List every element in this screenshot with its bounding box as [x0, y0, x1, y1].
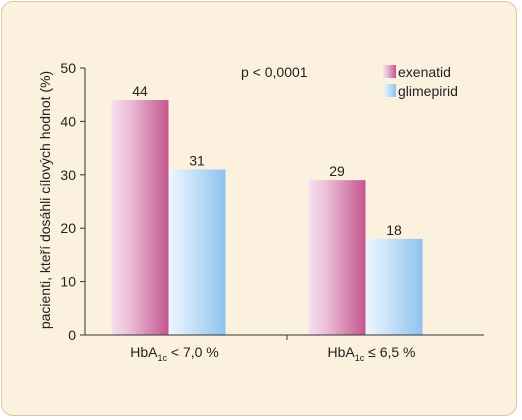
legend-swatch-exenatid — [383, 65, 396, 78]
chart-frame — [1, 1, 517, 416]
y-axis: 0 10 20 30 40 50 — [60, 60, 86, 343]
p-value-annotation: p < 0,0001 — [241, 64, 308, 80]
bar-exenatid — [308, 180, 366, 335]
bars: 44 31 29 18 — [111, 83, 423, 335]
x-axis: HbA1c < 7,0 % HbA1c ≤ 6,5 % — [85, 334, 484, 363]
y-tick-label: 30 — [60, 167, 76, 183]
bar-value-label: 44 — [132, 83, 148, 99]
legend: exenatid glimepirid — [383, 64, 458, 99]
y-tick-label: 20 — [60, 220, 76, 236]
legend-swatch-glimepirid — [383, 84, 396, 97]
bar-glimepirid — [365, 238, 423, 335]
bar-exenatid — [111, 100, 169, 335]
x-category-label: HbA1c ≤ 6,5 % — [327, 344, 415, 363]
y-tick-label: 10 — [60, 274, 76, 290]
bar-value-label: 18 — [386, 222, 402, 238]
bar-value-label: 29 — [329, 163, 345, 179]
legend-label-exenatid: exenatid — [398, 64, 451, 80]
y-tick-label: 50 — [60, 60, 76, 76]
y-axis-label: pacienti, kteří dosáhli cílových hodnot … — [37, 71, 53, 329]
legend-label-glimepirid: glimepirid — [398, 83, 458, 99]
y-tick-label: 0 — [68, 327, 76, 343]
bar-glimepirid — [168, 169, 226, 335]
x-category-label: HbA1c < 7,0 % — [130, 344, 219, 363]
bar-value-label: 31 — [189, 152, 205, 168]
y-tick-label: 40 — [60, 113, 76, 129]
